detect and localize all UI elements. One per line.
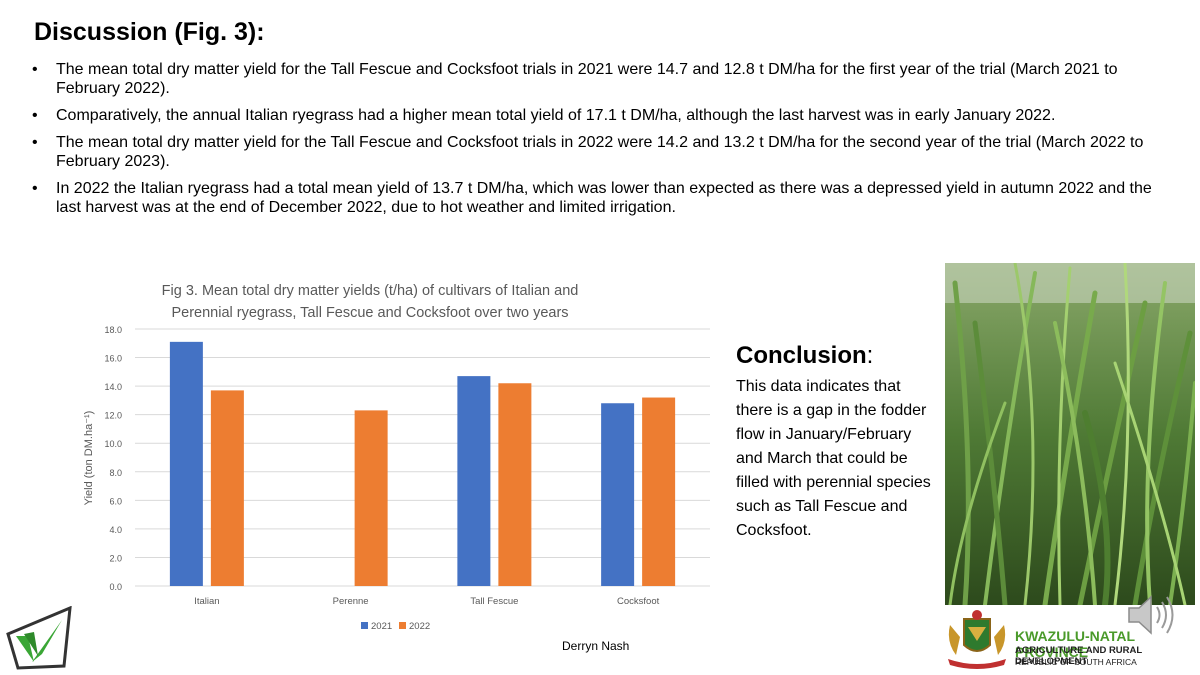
- bar-2021: [601, 403, 635, 586]
- y-tick-label: 10.0: [104, 439, 122, 449]
- org-name: KWAZULU-NATAL PROVINCE: [1015, 628, 1135, 660]
- bar-2022: [642, 397, 676, 586]
- bullet-text: Comparatively, the annual Italian ryegra…: [56, 107, 1056, 124]
- author-name: Derryn Nash: [562, 639, 630, 653]
- legend-label: 2021: [371, 621, 392, 632]
- bullet-symbol: •: [32, 134, 38, 151]
- slide-title: Discussion (Fig. 3):: [34, 18, 265, 46]
- y-tick-label: 18.0: [104, 325, 122, 335]
- y-tick-label: 12.0: [104, 411, 122, 421]
- x-tick-label: Italian: [194, 596, 219, 607]
- speaker-icon[interactable]: [1125, 592, 1177, 638]
- bar-chart: Fig 3. Mean total dry matter yields (t/h…: [83, 283, 710, 632]
- bullet-item: • Comparatively, the annual Italian ryegr…: [30, 106, 1165, 125]
- bullet-text: In 2022 the Italian ryegrass had a total…: [56, 180, 1152, 216]
- org-department: AGRICULTURE AND RURAL DEVELOPMENT: [1015, 645, 1143, 667]
- conclusion-text: This data indicates that there is a gap …: [736, 378, 931, 539]
- bar-2021: [457, 376, 491, 586]
- y-axis-label: Yield (ton DM.ha⁻¹): [83, 411, 95, 506]
- bar-2021: [169, 341, 203, 586]
- y-tick-label: 16.0: [104, 354, 122, 364]
- bullet-item: • The mean total dry matter yield for the…: [30, 133, 1165, 171]
- bullet-text: The mean total dry matter yield for the …: [56, 134, 1144, 170]
- bullet-item: • The mean total dry matter yield for the…: [30, 60, 1165, 98]
- bar-2022: [210, 390, 244, 586]
- y-tick-label: 8.0: [109, 468, 122, 478]
- x-tick-label: Cocksfoot: [617, 596, 660, 607]
- logo-icon: [6, 606, 72, 670]
- conclusion-colon: :: [866, 342, 874, 369]
- grass-photo: [945, 263, 1195, 605]
- bullet-text: The mean total dry matter yield for the …: [56, 61, 1118, 97]
- x-tick-label: Tall Fescue: [470, 596, 518, 607]
- conclusion-heading: Conclusion:: [736, 342, 873, 370]
- org-country: REPUBLIC OF SOUTH AFRICA: [1015, 657, 1137, 667]
- bullet-item: • In 2022 the Italian ryegrass had a tota…: [30, 179, 1165, 217]
- bullet-symbol: •: [32, 107, 38, 124]
- y-tick-label: 14.0: [104, 382, 122, 392]
- legend-label: 2022: [409, 621, 430, 632]
- y-tick-label: 4.0: [109, 525, 122, 535]
- crest-icon: [948, 610, 1006, 669]
- bullet-symbol: •: [32, 180, 38, 197]
- bullet-symbol: •: [32, 61, 38, 78]
- chart-title-line: Perennial ryegrass, Tall Fescue and Cock…: [171, 305, 568, 321]
- y-tick-label: 0.0: [109, 582, 122, 592]
- conclusion-heading-text: Conclusion: [736, 342, 867, 369]
- legend-swatch: [399, 622, 406, 629]
- chart-title-line: Fig 3. Mean total dry matter yields (t/h…: [162, 283, 579, 299]
- legend-swatch: [361, 622, 368, 629]
- bar-2022: [354, 410, 388, 586]
- y-tick-label: 6.0: [109, 496, 122, 506]
- x-tick-label: Perenne: [333, 596, 369, 607]
- y-tick-label: 2.0: [109, 553, 122, 563]
- bar-2022: [498, 383, 532, 586]
- bullet-list: • The mean total dry matter yield for the…: [30, 60, 1165, 225]
